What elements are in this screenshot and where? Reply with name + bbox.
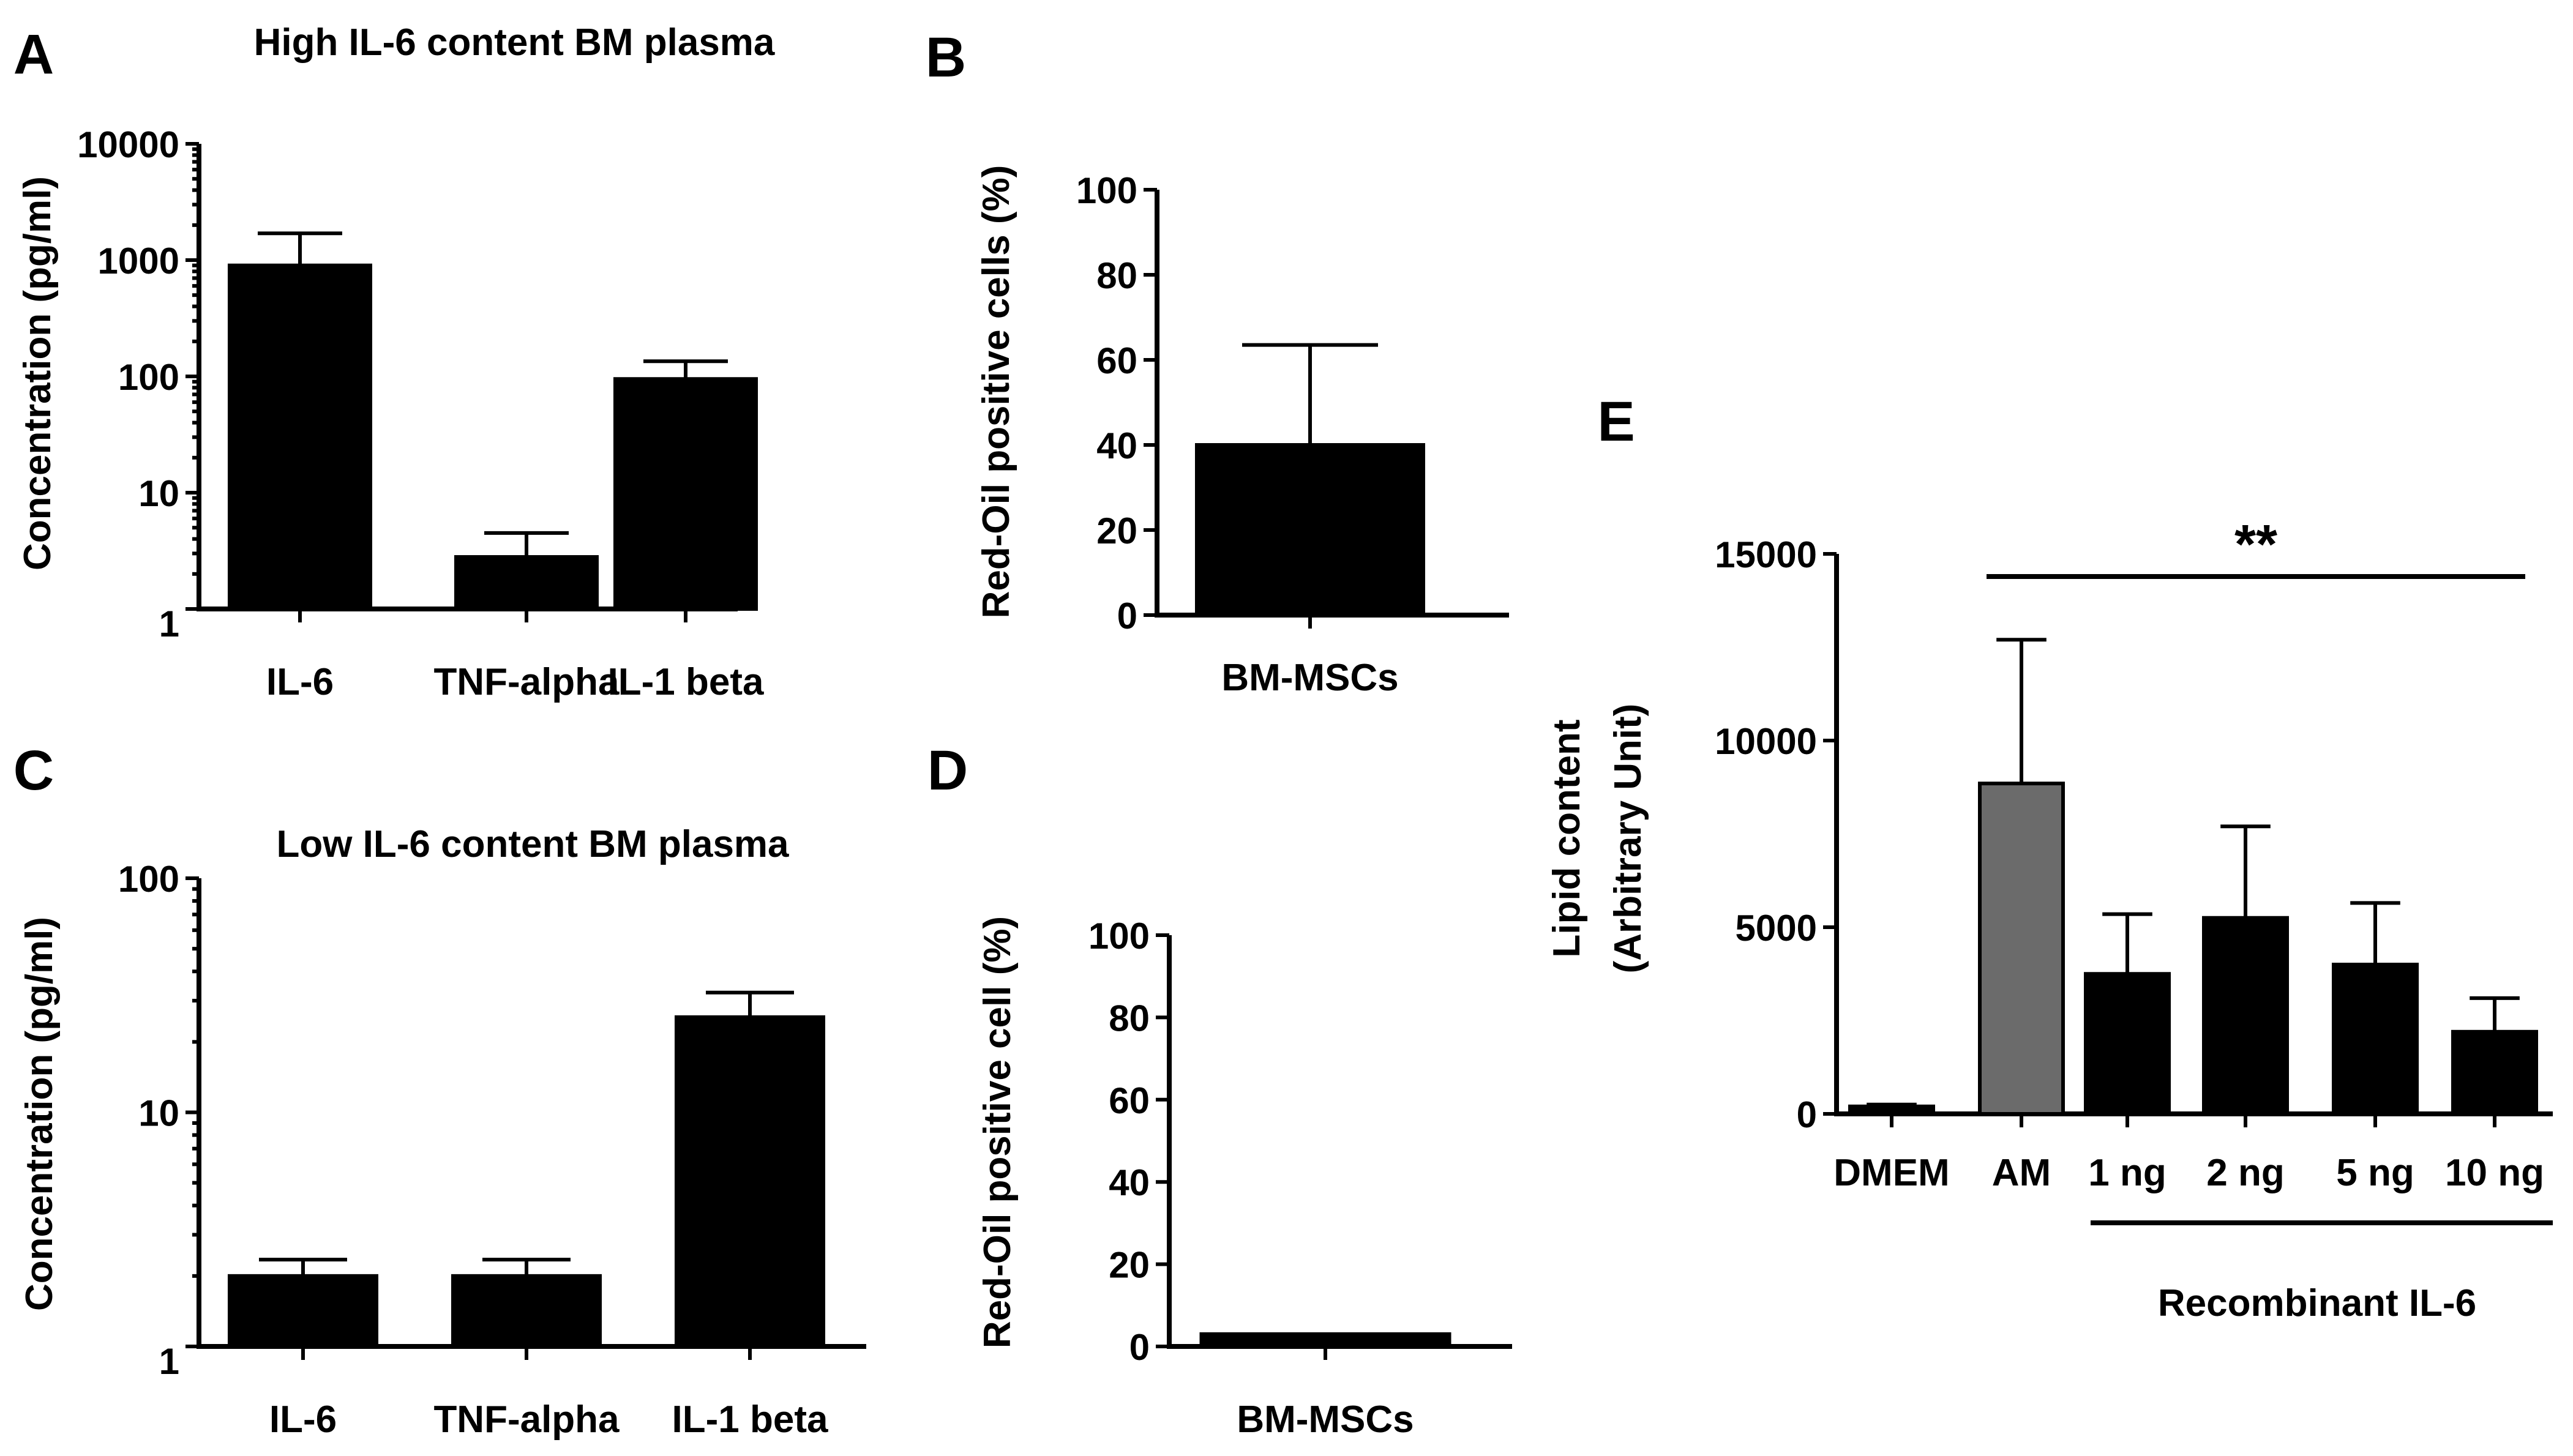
bar-E [1848, 1104, 1935, 1116]
bar-A [454, 555, 599, 611]
y-tick-label-D: 80 [1109, 998, 1150, 1039]
y-axis-label-B: Red-Oil positive cells (%) [975, 165, 1017, 619]
bar-E [2332, 963, 2419, 1116]
x-tick-label-C: IL-6 [269, 1398, 337, 1441]
y-tick-label-C: 10 [138, 1093, 179, 1134]
y-tick-label-B: 80 [1096, 255, 1137, 296]
x-tick-label-C: IL-1 beta [672, 1398, 828, 1441]
y-tick-label-C: 1 [159, 1341, 179, 1382]
y-tick-label-E: 5000 [1736, 908, 1817, 949]
panel-label-C: C [13, 739, 54, 802]
y-axis-label-D: Red-Oil positive cell (%) [976, 916, 1019, 1348]
x-tick-label-E: AM [1992, 1152, 2051, 1194]
y-tick-label-A: 100 [118, 357, 179, 398]
x-tick-label-E: 1 ng [2088, 1152, 2166, 1194]
y-tick-label-A: 10 [138, 473, 179, 514]
y-axis-label-A: Concentration (pg/ml) [17, 176, 59, 570]
x-tick-label-E: 10 ng [2445, 1152, 2544, 1194]
panel-label-B: B [926, 26, 966, 89]
y-tick-label-B: 40 [1096, 425, 1137, 466]
significance-marker-E: ** [2234, 514, 2277, 575]
bar-D [1199, 1332, 1451, 1349]
bar-B [1195, 443, 1425, 617]
y-tick-label-D: 20 [1109, 1245, 1150, 1286]
x-tick-label-E: 5 ng [2336, 1152, 2414, 1194]
y-tick-label-B: 20 [1096, 510, 1137, 551]
y-tick-label-D: 100 [1088, 916, 1150, 957]
y-tick-label-B: 0 [1117, 595, 1137, 637]
y-tick-label-D: 60 [1109, 1080, 1150, 1121]
y-tick-label-C: 100 [118, 859, 179, 900]
x-tick-label-E: 2 ng [2206, 1152, 2284, 1194]
bar-C [228, 1274, 378, 1348]
bar-E [2451, 1029, 2538, 1116]
x-tick-label-A: TNF-alpha [433, 661, 620, 703]
panel-label-A: A [13, 23, 54, 86]
x-tick-label-A: IL-6 [266, 661, 334, 703]
y-axis-label-E: Lipid content [1546, 719, 1588, 957]
panel-label-E: E [1597, 390, 1635, 453]
y-tick-label-A: 1 [159, 603, 179, 644]
x-tick-label-A: IL-1 beta [608, 661, 764, 703]
x-tick-label-C: TNF-alpha [433, 1398, 620, 1441]
group-label-E: Recombinant IL-6 [2158, 1282, 2476, 1324]
y-tick-label-E: 15000 [1715, 534, 1817, 575]
x-tick-label-E: DMEM [1833, 1152, 1949, 1194]
bar-A [228, 263, 372, 611]
y-tick-label-A: 10000 [77, 124, 179, 165]
y-axis-label-C: Concentration (pg/ml) [18, 917, 61, 1311]
y-tick-label-B: 100 [1076, 170, 1137, 211]
x-tick-label-D: BM-MSCs [1237, 1398, 1414, 1441]
bar-C [675, 1015, 825, 1349]
y-tick-label-B: 60 [1096, 340, 1137, 381]
chart-title-A: High IL-6 content BM plasma [254, 21, 775, 64]
y-tick-label-D: 0 [1129, 1327, 1150, 1368]
y-tick-label-A: 1000 [98, 241, 179, 282]
bar-E [1978, 782, 2065, 1116]
x-tick-label-B: BM-MSCs [1221, 657, 1398, 699]
chart-title-C: Low IL-6 content BM plasma [276, 823, 789, 865]
y-tick-label-D: 40 [1109, 1162, 1150, 1203]
panel-label-D: D [927, 739, 968, 802]
bar-E [2202, 916, 2289, 1116]
bar-C [451, 1274, 602, 1348]
y-axis-label2-E: (Arbitrary Unit) [1607, 704, 1649, 974]
y-tick-label-E: 0 [1797, 1094, 1817, 1135]
bar-E [2084, 972, 2171, 1116]
y-tick-label-E: 10000 [1715, 721, 1817, 762]
bar-A [613, 377, 758, 611]
